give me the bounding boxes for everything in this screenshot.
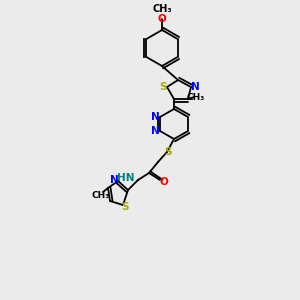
Text: HN: HN: [116, 173, 134, 183]
Text: O: O: [160, 177, 168, 187]
Text: S: S: [164, 147, 172, 157]
Text: N: N: [110, 175, 118, 185]
Text: CH₃: CH₃: [187, 92, 205, 101]
Text: O: O: [158, 14, 166, 24]
Text: N: N: [190, 82, 200, 92]
Text: CH₃: CH₃: [92, 191, 110, 200]
Text: N: N: [151, 112, 159, 122]
Text: S: S: [159, 82, 167, 92]
Text: N: N: [151, 126, 159, 136]
Text: S: S: [121, 202, 129, 212]
Text: CH₃: CH₃: [152, 4, 172, 14]
